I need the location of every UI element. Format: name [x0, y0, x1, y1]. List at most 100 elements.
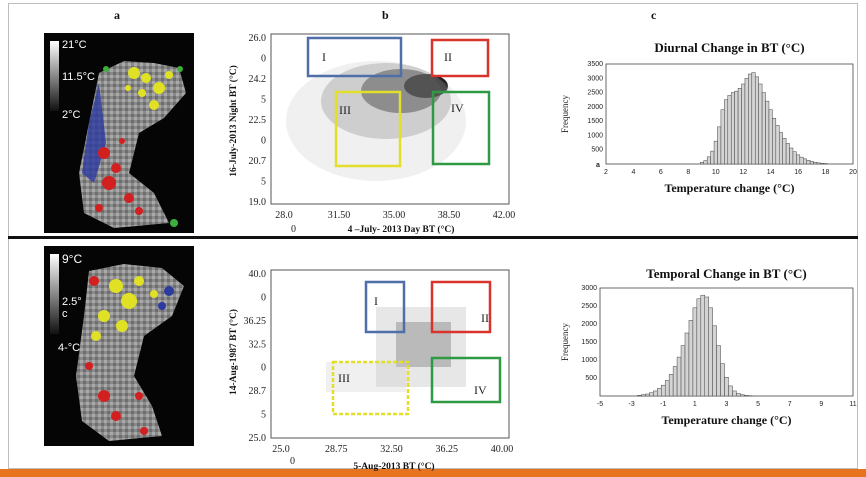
top-box-2-label: II [444, 50, 452, 64]
bottom-scatter-xticks: 25.0 28.75 32.50 36.25 40.00 [272, 444, 513, 455]
histogram-bar [730, 92, 735, 165]
histogram-bar [740, 394, 745, 397]
histogram-ytick: 2500 [581, 303, 597, 310]
histogram-bar [796, 154, 801, 165]
histogram-bar [680, 345, 686, 397]
histogram-xtick: 20 [849, 169, 857, 176]
bottom-box-4 [430, 356, 502, 404]
histogram-bar [700, 294, 706, 397]
top-scatter-points [286, 61, 466, 181]
histogram-xtick: -1 [660, 401, 666, 408]
histogram-ytick: 2500 [587, 90, 603, 97]
histogram-xtick: 10 [712, 169, 720, 176]
histogram-bar [778, 132, 783, 165]
histogram-bar [710, 150, 715, 165]
histogram-xtick: 7 [788, 401, 792, 408]
histogram-xlabel: Temperature change (°C) [664, 181, 794, 195]
panel-label-c: c [651, 8, 657, 22]
histogram-ytick: 3000 [581, 285, 597, 292]
histogram-bar [688, 320, 694, 397]
histogram-xtick: -5 [597, 401, 603, 408]
histogram-bar [734, 90, 739, 165]
scatter-xtick: 28.0 [275, 210, 293, 221]
bottom-box-2-label: II [481, 311, 489, 325]
temporal-histogram: Temporal Change in BT (°C) -5 -3 -1 1 3 5 7 9 11 5… [560, 266, 857, 427]
panel-label-b: b [382, 8, 389, 22]
histogram-bar [706, 156, 711, 165]
scatter-ytick: 25.0 [249, 433, 267, 444]
histogram-bar [703, 160, 708, 165]
bottom-map-colorbar [50, 254, 59, 334]
histogram-ytick: 3000 [587, 75, 603, 82]
bottom-scatter-ylabel: 14-Aug-1987 BT (°C) [228, 309, 239, 395]
histogram-bar [724, 377, 729, 397]
histogram-ytick: 1500 [581, 339, 597, 346]
bottom-scatter-plot: I II III IV 25.0 28.75 32.50 36.25 40.00 40.… [228, 269, 513, 472]
scatter-ytick: 5 [261, 95, 266, 106]
top-scatter-xticks: 28.0 31.50 35.00 38.50 42.00 [275, 210, 515, 221]
scatter-ytick: 24.2 [249, 74, 267, 85]
panel-label-a: a [114, 8, 120, 22]
histogram-bar [792, 151, 797, 165]
histogram-bar [716, 345, 721, 397]
scatter-xtick: 40.00 [491, 444, 514, 455]
top-map-image [79, 61, 186, 228]
top-map-legend-min: 2°C [62, 109, 81, 121]
histogram-bar [772, 118, 777, 165]
bottom-box-3 [331, 360, 410, 416]
top-map-legend-max: 21°C [62, 39, 87, 51]
histogram-bar [736, 393, 741, 397]
scatter-ytick: 0 [261, 54, 266, 65]
histogram-xtick: 18 [822, 169, 830, 176]
bottom-box-3-label: III [338, 371, 350, 385]
top-box-1-label: I [322, 50, 326, 64]
scatter-ytick: 0 [261, 363, 266, 374]
histogram-bar [653, 390, 658, 397]
histogram-xtick: 11 [849, 401, 856, 408]
histogram-bar [809, 161, 814, 165]
histogram-bar [712, 325, 717, 397]
top-scatter-plot: I II III IV 28.0 31.50 35.00 38.50 42.00 26.… [228, 33, 515, 235]
top-scatter-ylabel: 16-July-2013 Night BT (°C) [228, 65, 239, 177]
histogram-bar [720, 363, 725, 397]
histogram-bar [806, 160, 811, 165]
histogram-bar [724, 99, 729, 165]
histogram-bar [676, 356, 682, 397]
histogram-xtick: 14 [767, 169, 775, 176]
histogram-x-corner: a [596, 162, 600, 169]
scatter-ytick: 20.7 [249, 156, 267, 167]
scatter-xtick: 42.00 [493, 210, 516, 221]
histogram-bar [761, 92, 766, 165]
bottom-map-legend-min: 4-°C [58, 342, 81, 354]
histogram-xlabel: Temperature change (°C) [661, 413, 791, 427]
top-map-legend-mid: 11.5°C [62, 71, 95, 83]
top-box-4-label: IV [451, 101, 464, 115]
top-box-3-label: III [339, 103, 351, 117]
histogram-bar [751, 72, 756, 165]
scatter-xtick: 35.00 [383, 210, 406, 221]
diurnal-histogram: Diurnal Change in BT (°C) 2 4 6 8 10 12 14 16 18 2… [560, 40, 857, 195]
histogram-bar [813, 162, 818, 165]
bottom-map-image [76, 264, 184, 441]
histogram-ytick: 500 [591, 147, 603, 154]
histogram-ytick: 3500 [587, 61, 603, 68]
scatter-ytick: 28.7 [249, 386, 267, 397]
histogram-bar [775, 125, 780, 165]
histogram-bar [668, 374, 674, 397]
scatter-ytick: 26.0 [249, 33, 267, 44]
histogram-ytick: 1000 [581, 357, 597, 364]
histogram-title: Temporal Change in BT (°C) [646, 266, 807, 281]
histogram-bar [799, 156, 804, 165]
bottom-box-1-label: I [374, 294, 378, 308]
histogram-ytick: 1000 [587, 132, 603, 139]
histogram-ytick: 1500 [587, 118, 603, 125]
histogram-bar [728, 385, 733, 397]
histogram-bar [727, 95, 732, 165]
bottom-scatter-points [326, 307, 466, 392]
scatter-xtick: 28.75 [325, 444, 348, 455]
scatter-xtick: 32.50 [380, 444, 403, 455]
histogram-ytick: 2000 [581, 321, 597, 328]
bottom-map-legend-mid2: c [62, 308, 68, 320]
histogram-ytick: 500 [585, 375, 597, 382]
bottom-scatter-xlabel: 5-Aug-2013 BT (°C) [353, 461, 434, 472]
